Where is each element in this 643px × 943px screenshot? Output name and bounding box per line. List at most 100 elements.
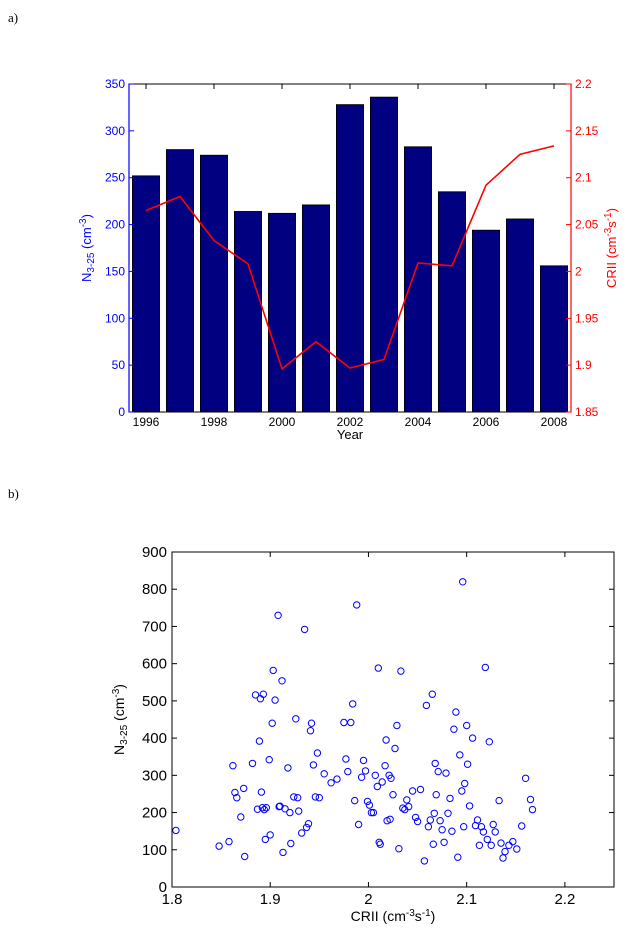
scatter-point	[463, 760, 472, 768]
scatter-point	[258, 804, 267, 812]
scatter-point	[279, 848, 287, 857]
scatter-point	[255, 737, 264, 745]
bar-1999	[233, 211, 262, 413]
y-tick-label-right: 2.2	[575, 77, 592, 91]
y-tick-label-left: 150	[105, 264, 125, 278]
x-tick-label: 2	[364, 891, 372, 908]
scatter-point	[382, 736, 390, 744]
scatter-point	[257, 788, 266, 796]
scatter-point	[386, 815, 394, 823]
scatter-point	[456, 751, 464, 759]
x-tick-label: 2000	[269, 415, 296, 429]
y-tick-label-right: 1.9	[575, 358, 592, 372]
scatter-point	[422, 701, 431, 710]
y-tick-label: 900	[142, 544, 167, 561]
scatter-point	[479, 828, 488, 836]
scatter-point	[353, 601, 361, 609]
scatter-point	[446, 794, 454, 803]
scatter-point	[403, 796, 411, 804]
scatter-point	[460, 823, 468, 831]
scatter-point	[376, 840, 384, 848]
scatter-point	[344, 767, 352, 776]
scatter-point	[424, 823, 433, 831]
scatter-point	[290, 793, 298, 801]
scatter-point	[287, 839, 295, 848]
scatter-point	[304, 820, 313, 828]
scatter-point	[320, 770, 328, 778]
bar-2006	[471, 229, 500, 413]
scatter-point	[436, 817, 444, 825]
scatter-point	[225, 837, 233, 846]
scatter-point	[393, 721, 401, 730]
scatter-point	[454, 853, 462, 861]
y-tick-label-right: 2	[575, 264, 582, 278]
scatter-point	[501, 847, 509, 856]
scatter-point	[440, 838, 448, 846]
scatter-point	[399, 804, 407, 812]
y-tick-label: 500	[142, 693, 167, 710]
scatter-point	[499, 854, 507, 862]
y-tick-label-left: 100	[105, 311, 125, 325]
scatter-point	[485, 738, 493, 746]
scatter-point	[302, 823, 311, 832]
scatter-point	[315, 794, 323, 802]
scatter-point	[241, 852, 249, 861]
scatter-point	[405, 802, 413, 811]
y-tick-label-left: 300	[105, 124, 125, 138]
scatter-point	[240, 784, 248, 793]
scatter-point	[481, 663, 489, 672]
x-tick-label: 1998	[201, 415, 228, 429]
scatter-point	[378, 778, 386, 786]
scatter-point	[465, 802, 474, 810]
x-tick-label: 1.8	[162, 891, 183, 908]
scatter-point	[311, 793, 320, 801]
scatter-point	[251, 691, 260, 699]
panel-label-a: a)	[8, 10, 19, 25]
x-tick-label: 1996	[133, 415, 160, 429]
scatter-point	[509, 837, 517, 846]
scatter-point	[429, 840, 437, 848]
y-tick-label: 400	[142, 730, 167, 747]
scatter-point	[259, 690, 267, 698]
scatter-point	[373, 782, 381, 791]
scatter-point	[313, 749, 322, 757]
bar-2008	[540, 265, 569, 413]
scatter-point	[357, 773, 366, 781]
scatter-point	[342, 755, 350, 763]
scatter-point	[387, 774, 395, 782]
scatter-point	[274, 611, 282, 619]
scatter-point	[359, 756, 368, 765]
y-tick-label-left: 350	[105, 77, 125, 91]
y-tick-label: 300	[142, 767, 167, 784]
scatter-point	[411, 813, 420, 822]
scatter-point	[231, 788, 239, 797]
scatter-point	[389, 791, 397, 799]
scatter-point	[391, 744, 399, 753]
y-tick-label: 0	[159, 879, 167, 896]
scatter-point	[266, 831, 274, 839]
y-axis-label-left-a: N3-25 (cm-3)	[78, 214, 97, 282]
y-tick-label: 600	[142, 656, 167, 673]
scatter-point	[365, 801, 374, 809]
scatter-point	[505, 841, 513, 849]
x-tick-label: 2008	[541, 415, 568, 429]
scatter-point	[426, 816, 434, 824]
scatter-point	[413, 817, 422, 826]
scatter-point	[262, 804, 270, 812]
scatter-point	[431, 759, 439, 768]
scatter-point	[397, 667, 405, 675]
bar-line-chart: 1996 1998 2000 2002 2004 2006 2008 05010015020…	[78, 77, 619, 442]
scatter-point	[278, 677, 286, 685]
scatter-point	[309, 761, 318, 769]
scatter-point	[349, 700, 357, 708]
bar-2001	[301, 204, 330, 413]
scatter-point	[367, 808, 376, 817]
x-tick-label: 2004	[405, 415, 432, 429]
scatter-point	[347, 718, 355, 727]
y-tick-label: 100	[142, 842, 167, 859]
scatter-point	[497, 839, 505, 847]
scatter-point	[369, 808, 378, 817]
scatter-point	[381, 762, 389, 770]
scatter-point	[395, 845, 403, 853]
